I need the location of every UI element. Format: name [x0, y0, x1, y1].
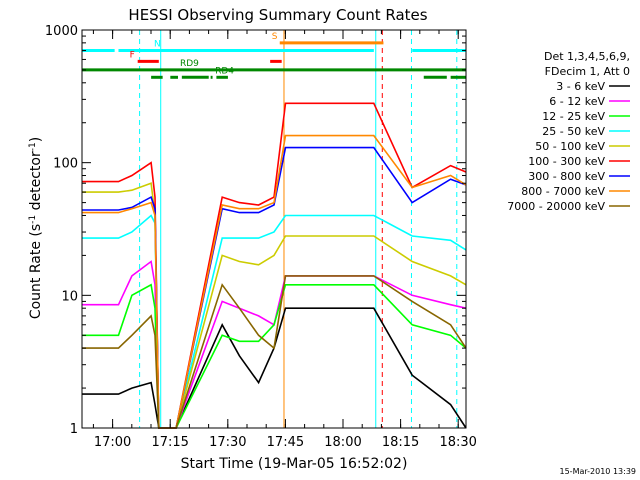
series-line-0 [82, 307, 467, 429]
flag-bar-label-1: S [272, 32, 278, 42]
legend-label-7: 800 - 7000 keV [521, 185, 605, 198]
x-tick-label-4: 18:00 [324, 435, 361, 450]
legend-label-5: 100 - 300 keV [528, 155, 605, 168]
plot-data-layer [81, 30, 467, 429]
series-line-6 [82, 146, 467, 429]
footer-timestamp: 15-Mar-2010 13:39 [560, 467, 637, 476]
x-tick-label-6: 18:30 [439, 435, 476, 450]
legend-label-2: 12 - 25 keV [542, 110, 605, 123]
y-axis-label-sup2: -1 [28, 142, 38, 151]
legend: Det 1,3,4,5,6,9, FDecim 1, Att 0 3 - 6 keV… [507, 50, 630, 213]
plot-frame [81, 29, 467, 429]
legend-label-6: 300 - 800 keV [528, 170, 605, 183]
series-line-2 [82, 283, 467, 429]
x-tick-label-2: 17:30 [209, 435, 246, 450]
y-axis-label: Count Rate (s-1 detector-1) [28, 137, 44, 319]
flag-bar-label-3: RD9 [180, 59, 199, 69]
x-tick-label-5: 18:15 [382, 435, 419, 450]
x-tick-label-1: 17:15 [151, 435, 188, 450]
series-line-1 [82, 260, 467, 429]
legend-header-0: Det 1,3,4,5,6,9, [544, 50, 630, 63]
series-line-8 [82, 275, 467, 429]
y-axis-label-end: ) [28, 137, 44, 142]
flag-bar-label-2: F [130, 50, 135, 60]
y-tick-label-2: 100 [53, 157, 78, 172]
legend-label-0: 3 - 6 keV [556, 80, 605, 93]
x-axis-label: Start Time (19-Mar-05 16:52:02) [181, 456, 408, 472]
chart-title: HESSI Observing Summary Count Rates [128, 6, 427, 24]
x-tick-label-0: 17:00 [94, 435, 131, 450]
x-tick-label-3: 17:45 [267, 435, 304, 450]
legend-label-4: 50 - 100 keV [535, 140, 605, 153]
legend-header-1: FDecim 1, Att 0 [545, 65, 630, 78]
legend-label-8: 7000 - 20000 keV [507, 200, 605, 213]
legend-label-3: 25 - 50 keV [542, 125, 605, 138]
series-line-7 [82, 134, 467, 429]
flag-bars-layer: N S F RD9 RD4 [82, 32, 466, 79]
y-tick-label-3: 1000 [45, 24, 78, 39]
axes-layer: 1 10 100 1000 17:00 17:15 17:30 17:45 18:00 18:15… [45, 24, 477, 450]
series-line-4 [82, 182, 467, 429]
flag-bar-label-4: RD4 [215, 66, 234, 76]
y-axis-label-main: Count Rate (s [28, 224, 44, 319]
series-line-3 [82, 214, 467, 429]
y-axis-label-mid: detector [28, 151, 44, 215]
y-tick-label-1: 10 [61, 289, 78, 304]
series-line-5 [82, 102, 467, 429]
y-tick-label-0: 1 [70, 422, 78, 437]
legend-label-1: 6 - 12 keV [549, 95, 605, 108]
y-axis-label-sup1: -1 [28, 215, 38, 224]
flag-bar-label-0: N [154, 40, 161, 50]
